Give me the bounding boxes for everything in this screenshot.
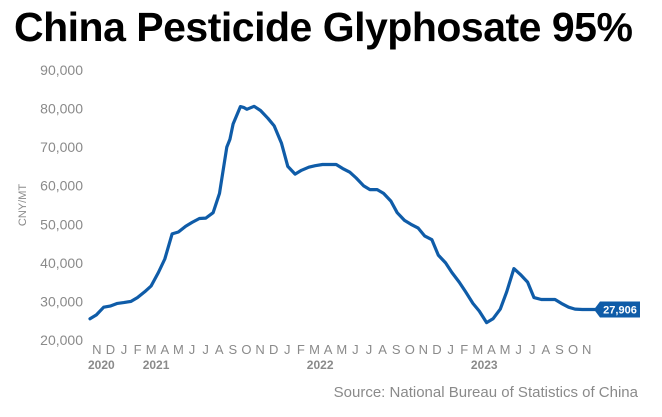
- x-tick-label: J: [189, 342, 196, 357]
- x-tick-label: M: [309, 342, 320, 357]
- source-note: Source: National Bureau of Statistics of…: [333, 384, 638, 401]
- y-axis: 20,000 30,000 40,000 50,000 60,000 70,000 80,0…: [40, 62, 83, 348]
- x-tick-label: N: [92, 342, 101, 357]
- x-tick-label: N: [419, 342, 428, 357]
- series-line: [88, 104, 598, 325]
- y-tick-label: 50,000: [40, 216, 83, 232]
- x-tick-label: S: [392, 342, 401, 357]
- x-tick-label: S: [555, 342, 564, 357]
- x-tick-label: A: [542, 342, 551, 357]
- end-value-badge: [594, 301, 640, 318]
- y-tick-label: 80,000: [40, 101, 83, 117]
- y-tick-label: 90,000: [40, 62, 83, 78]
- y-tick-label: 30,000: [40, 293, 83, 309]
- x-tick-label: J: [352, 342, 359, 357]
- x-year-label: 2022: [307, 358, 334, 372]
- x-tick-label: M: [336, 342, 347, 357]
- x-tick-label: J: [121, 342, 128, 357]
- x-tick-label: J: [366, 342, 373, 357]
- x-tick-label: J: [447, 342, 454, 357]
- x-tick-label: J: [284, 342, 291, 357]
- end-value-label: 27,906: [594, 301, 640, 318]
- x-tick-label: M: [146, 342, 157, 357]
- x-tick-label: M: [173, 342, 184, 357]
- x-tick-label: S: [229, 342, 238, 357]
- x-tick-label: A: [487, 342, 496, 357]
- end-value-text: 27,906: [603, 305, 637, 317]
- y-tick-label: 70,000: [40, 139, 83, 155]
- x-tick-label: J: [529, 342, 536, 357]
- x-tick-label: D: [432, 342, 441, 357]
- x-year-label: 2023: [471, 358, 498, 372]
- x-tick-label: O: [241, 342, 251, 357]
- x-tick-label: N: [582, 342, 591, 357]
- x-tick-label: D: [106, 342, 115, 357]
- y-tick-label: 60,000: [40, 178, 83, 194]
- x-tick-label: N: [255, 342, 264, 357]
- x-tick-label: F: [134, 342, 142, 357]
- x-tick-label: J: [202, 342, 209, 357]
- x-tick-label: M: [500, 342, 511, 357]
- x-axis: N D J F M A M J J A S O N D J F M A M J J A S O N D J F M A M J J A S O N202…: [88, 342, 591, 372]
- y-tick-label: 20,000: [40, 332, 83, 348]
- x-tick-label: F: [297, 342, 305, 357]
- x-tick-label: M: [472, 342, 483, 357]
- x-tick-label: A: [161, 342, 170, 357]
- x-tick-label: O: [568, 342, 578, 357]
- x-tick-label: A: [215, 342, 224, 357]
- y-tick-label: 40,000: [40, 255, 83, 271]
- x-year-label: 2020: [88, 358, 115, 372]
- chart-title: China Pesticide Glyphosate 95%: [14, 4, 633, 50]
- y-axis-label: CNY/MT: [17, 184, 29, 226]
- x-tick-label: J: [515, 342, 522, 357]
- x-tick-label: D: [269, 342, 278, 357]
- x-year-label: 2021: [143, 358, 170, 372]
- x-tick-label: F: [460, 342, 468, 357]
- x-tick-label: O: [405, 342, 415, 357]
- x-tick-label: A: [324, 342, 333, 357]
- x-tick-label: A: [378, 342, 387, 357]
